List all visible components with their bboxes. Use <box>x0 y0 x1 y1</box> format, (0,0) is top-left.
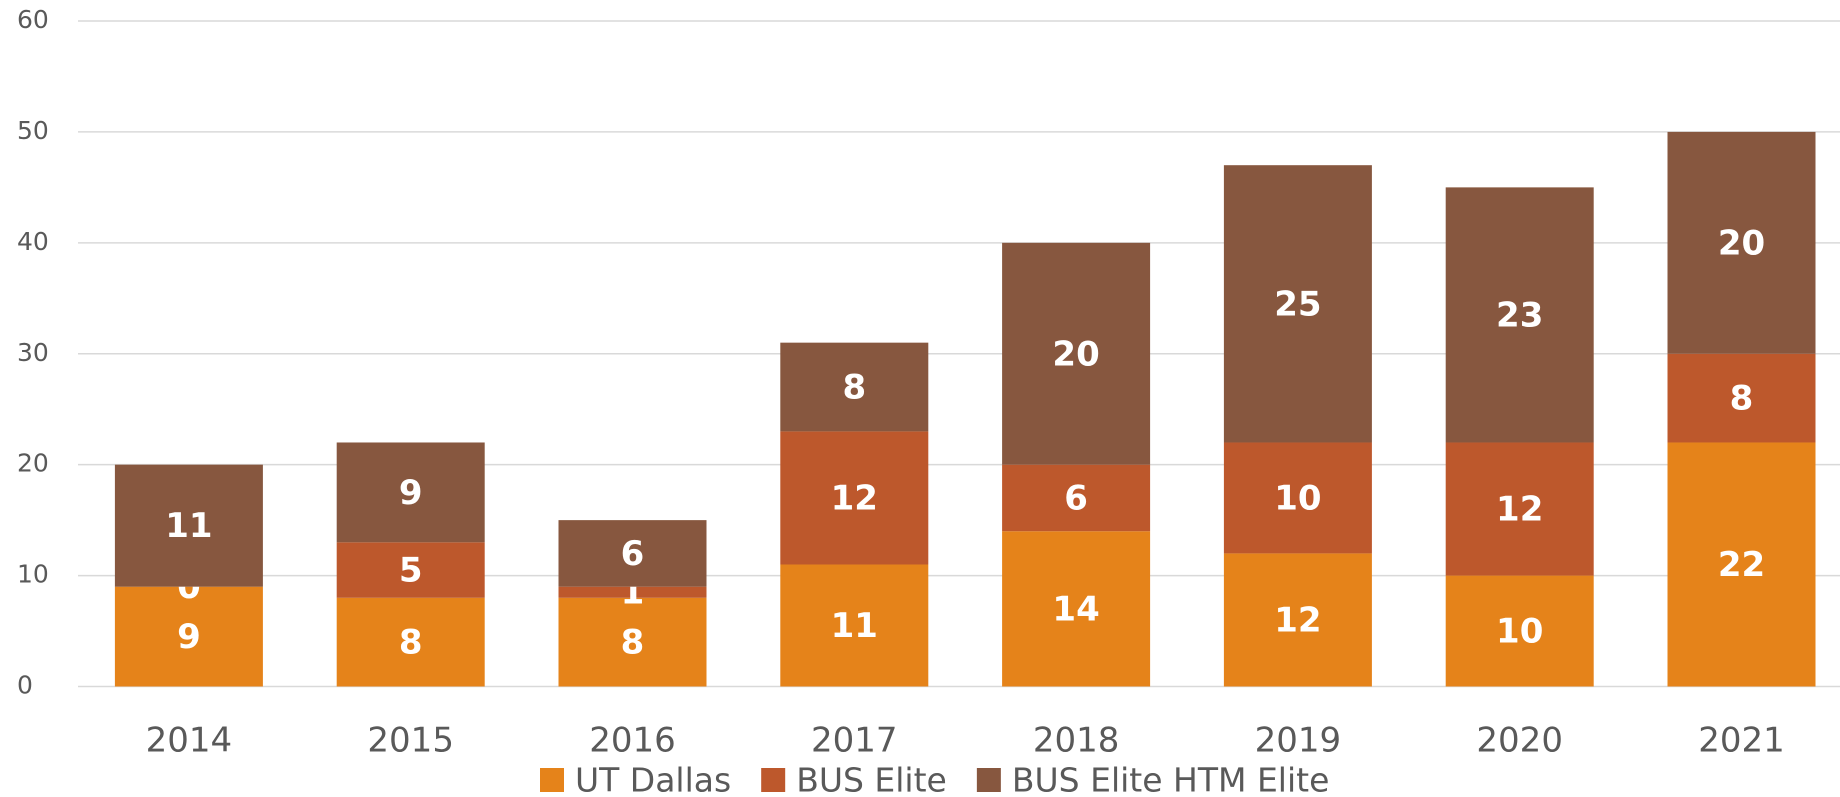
x-tick-label: 2017 <box>811 721 898 761</box>
legend-swatch <box>540 768 564 792</box>
bar-segment <box>558 597 707 687</box>
data-label: 6 <box>621 534 645 574</box>
y-tick-label: 40 <box>17 227 49 256</box>
y-tick-label: 0 <box>17 671 33 700</box>
y-tick-label: 60 <box>17 5 49 34</box>
data-label: 9 <box>399 473 423 513</box>
bar-segment <box>558 586 707 598</box>
bar-segment <box>114 464 263 587</box>
data-label: 20 <box>1052 334 1099 374</box>
data-label: 12 <box>831 478 878 518</box>
data-label: 5 <box>399 551 423 591</box>
bar-segment <box>780 564 929 687</box>
y-tick-label: 10 <box>17 560 49 589</box>
x-tick-label: 2020 <box>1476 721 1563 761</box>
data-label: 12 <box>1496 490 1543 530</box>
data-label: 9 <box>177 617 201 657</box>
bar-segment <box>1223 553 1372 687</box>
bar-segment <box>1445 442 1594 576</box>
y-tick-label: 20 <box>17 449 49 478</box>
bar-segment <box>1667 131 1816 354</box>
x-tick-label: 2015 <box>367 721 454 761</box>
data-label: 25 <box>1274 284 1321 324</box>
x-tick-label: 2018 <box>1033 721 1120 761</box>
legend-swatch <box>976 768 1001 792</box>
data-label: 12 <box>1274 600 1321 640</box>
legend-label: BUS Elite <box>796 761 947 797</box>
bar-segment <box>558 520 707 587</box>
data-label: 22 <box>1718 545 1765 585</box>
x-tick-label: 2019 <box>1255 721 1342 761</box>
bar-segment <box>1223 165 1372 443</box>
data-label: 8 <box>399 623 423 663</box>
x-tick-label: 2021 <box>1698 721 1785 761</box>
bar-segment <box>336 542 485 598</box>
bar-segment <box>780 431 929 565</box>
bar-segment <box>1667 353 1816 443</box>
data-label: 23 <box>1496 295 1543 335</box>
legend-label: UT Dallas <box>575 761 731 797</box>
y-tick-label: 50 <box>17 116 49 145</box>
data-label: 11 <box>165 506 212 546</box>
data-label: 8 <box>1730 379 1754 419</box>
data-label: 10 <box>1496 612 1543 652</box>
legend-swatch <box>761 768 786 792</box>
bar-segment <box>1667 442 1816 687</box>
bar-segment <box>336 442 485 543</box>
data-label: 6 <box>1064 478 1088 518</box>
bar-segment <box>1223 442 1372 554</box>
bar-segment <box>114 586 263 687</box>
legend-label: BUS Elite HTM Elite <box>1012 761 1330 797</box>
bar-segment <box>1445 575 1594 687</box>
bar-segment <box>1002 242 1151 465</box>
bar-segment <box>336 597 485 687</box>
bar-segment <box>1002 464 1151 532</box>
bar-segment <box>1445 187 1594 443</box>
data-label: 10 <box>1274 478 1321 518</box>
x-tick-label: 2016 <box>589 721 676 761</box>
data-label: 8 <box>621 623 645 663</box>
data-label: 20 <box>1718 223 1765 263</box>
data-label: 14 <box>1052 589 1099 629</box>
y-tick-label: 30 <box>17 338 49 367</box>
data-label: 8 <box>842 368 866 408</box>
data-label: 11 <box>831 606 878 646</box>
x-tick-label: 2014 <box>146 721 233 761</box>
bar-segment <box>1002 531 1151 687</box>
bar-segment <box>780 342 929 432</box>
